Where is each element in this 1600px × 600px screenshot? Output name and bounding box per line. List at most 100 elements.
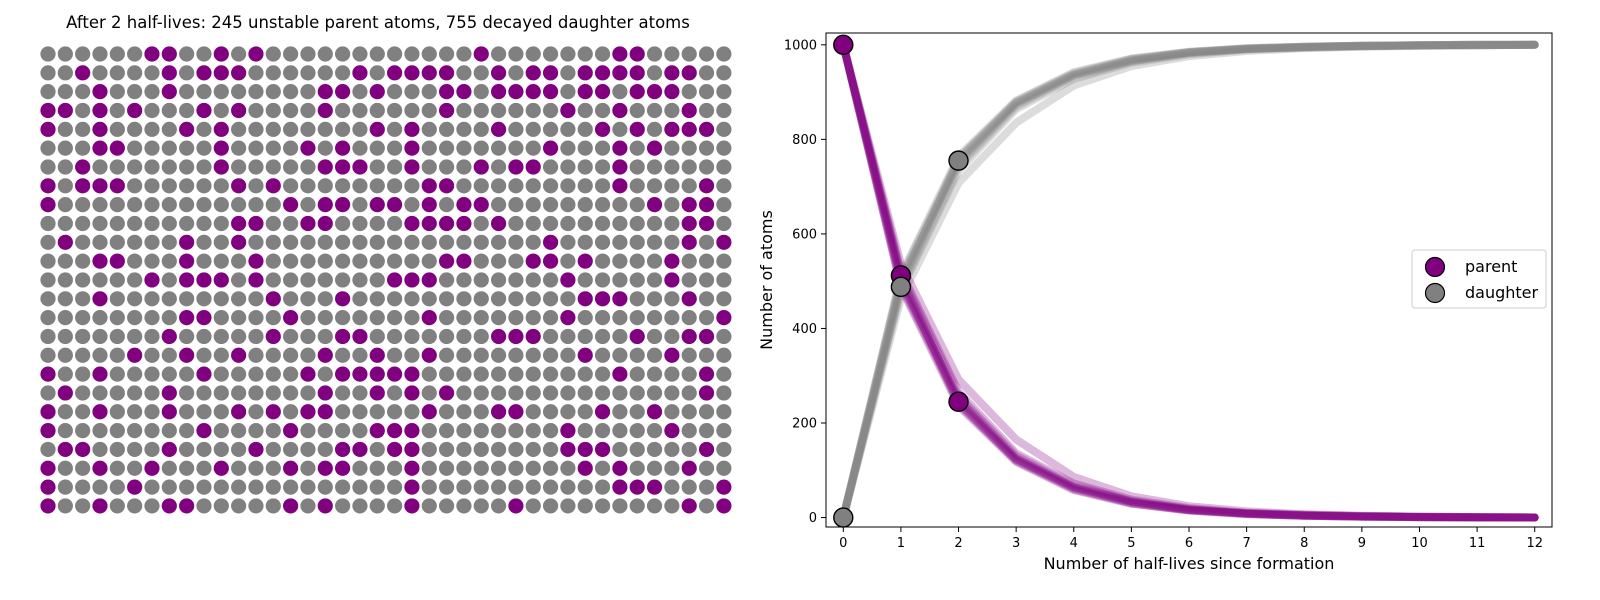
parent-atom: [698, 441, 715, 458]
parent-atom: [577, 291, 593, 307]
daughter-atom: [698, 423, 715, 439]
daughter-atom: [161, 234, 177, 250]
x-tick-label: 12: [1526, 536, 1543, 551]
parent-atom: [92, 121, 108, 137]
daughter-atom: [438, 479, 455, 495]
daughter-atom: [265, 310, 281, 326]
daughter-atom: [508, 366, 524, 382]
parent-atom: [594, 291, 611, 307]
daughter-atom: [196, 197, 212, 213]
daughter-atom: [144, 197, 160, 213]
daughter-atom: [664, 404, 680, 420]
daughter-atom: [335, 178, 351, 194]
parent-atom: [127, 479, 143, 495]
daughter-atom: [387, 140, 403, 156]
daughter-atom: [231, 498, 247, 514]
daughter-atom: [508, 121, 524, 137]
parent-atom: [438, 65, 455, 81]
parent-atom: [335, 366, 351, 382]
daughter-atom: [75, 310, 91, 326]
daughter-atom: [456, 178, 472, 194]
daughter-atom: [300, 310, 316, 326]
x-tick-label: 8: [1300, 536, 1308, 551]
daughter-atom: [335, 215, 351, 232]
parent-atom: [231, 102, 247, 119]
daughter-marker: [948, 150, 969, 171]
daughter-atom: [438, 328, 455, 345]
daughter-atom: [92, 423, 108, 439]
daughter-atom: [161, 253, 177, 269]
daughter-atom: [594, 140, 611, 156]
daughter-atom: [456, 366, 472, 382]
daughter-atom: [300, 460, 316, 476]
daughter-atom: [525, 272, 541, 288]
parent-atom: [525, 65, 541, 81]
daughter-atom: [421, 140, 437, 156]
daughter-atom: [577, 197, 593, 213]
daughter-atom: [664, 234, 680, 250]
parent-atom: [317, 215, 333, 232]
daughter-atom: [681, 347, 697, 363]
daughter-atom: [438, 423, 455, 439]
parent-atom: [144, 460, 160, 476]
daughter-atom: [300, 272, 316, 288]
parent-marker: [948, 391, 969, 412]
daughter-atom: [265, 140, 281, 156]
parent-atom: [612, 479, 628, 495]
daughter-atom: [404, 328, 420, 345]
daughter-atom: [335, 404, 351, 420]
daughter-atom: [525, 423, 541, 439]
daughter-atom: [490, 385, 507, 401]
parent-atom: [335, 291, 351, 307]
daughter-atom: [144, 253, 160, 269]
daughter-atom: [92, 65, 108, 81]
parent-atom: [265, 404, 281, 420]
y-tick-label: 800: [792, 133, 817, 148]
daughter-atom: [196, 460, 212, 476]
parent-atom: [213, 272, 229, 288]
daughter-atom: [404, 102, 420, 119]
daughter-atom: [57, 366, 73, 382]
daughter-atom: [681, 423, 697, 439]
daughter-atom: [265, 65, 281, 81]
daughter-atom: [352, 498, 368, 514]
daughter-atom: [57, 347, 73, 363]
daughter-atom: [57, 121, 73, 137]
daughter-atom: [127, 423, 143, 439]
daughter-atom: [646, 102, 663, 119]
daughter-atom: [213, 441, 229, 458]
parent-atom: [196, 366, 212, 382]
parent-atom: [213, 46, 229, 62]
daughter-atom: [335, 498, 351, 514]
daughter-atom: [716, 140, 732, 156]
daughter-atom: [387, 253, 403, 269]
parent-atom: [265, 328, 281, 345]
parent-atom: [560, 102, 576, 119]
daughter-atom: [716, 253, 732, 269]
daughter-atom: [179, 140, 195, 156]
daughter-atom: [698, 84, 715, 100]
daughter-atom: [456, 65, 472, 81]
parent-atom: [404, 498, 420, 514]
daughter-atom: [456, 291, 472, 307]
daughter-atom: [248, 197, 264, 213]
parent-atom: [594, 404, 611, 420]
daughter-atom: [664, 441, 680, 458]
legend-parent-marker: [1424, 256, 1446, 278]
daughter-atom: [594, 102, 611, 119]
daughter-atom: [438, 197, 455, 213]
daughter-atom: [698, 460, 715, 476]
daughter-atom: [490, 102, 507, 119]
parent-atom: [542, 234, 559, 250]
daughter-atom: [213, 385, 229, 401]
parent-atom: [352, 366, 368, 382]
daughter-atom: [681, 385, 697, 401]
daughter-atom: [577, 121, 593, 137]
parent-atom: [387, 441, 403, 458]
daughter-atom: [144, 159, 160, 175]
daughter-atom: [57, 310, 73, 326]
daughter-atom: [248, 347, 264, 363]
x-tick-label: 2: [954, 536, 962, 551]
daughter-atom: [196, 498, 212, 514]
daughter-atom: [369, 46, 385, 62]
